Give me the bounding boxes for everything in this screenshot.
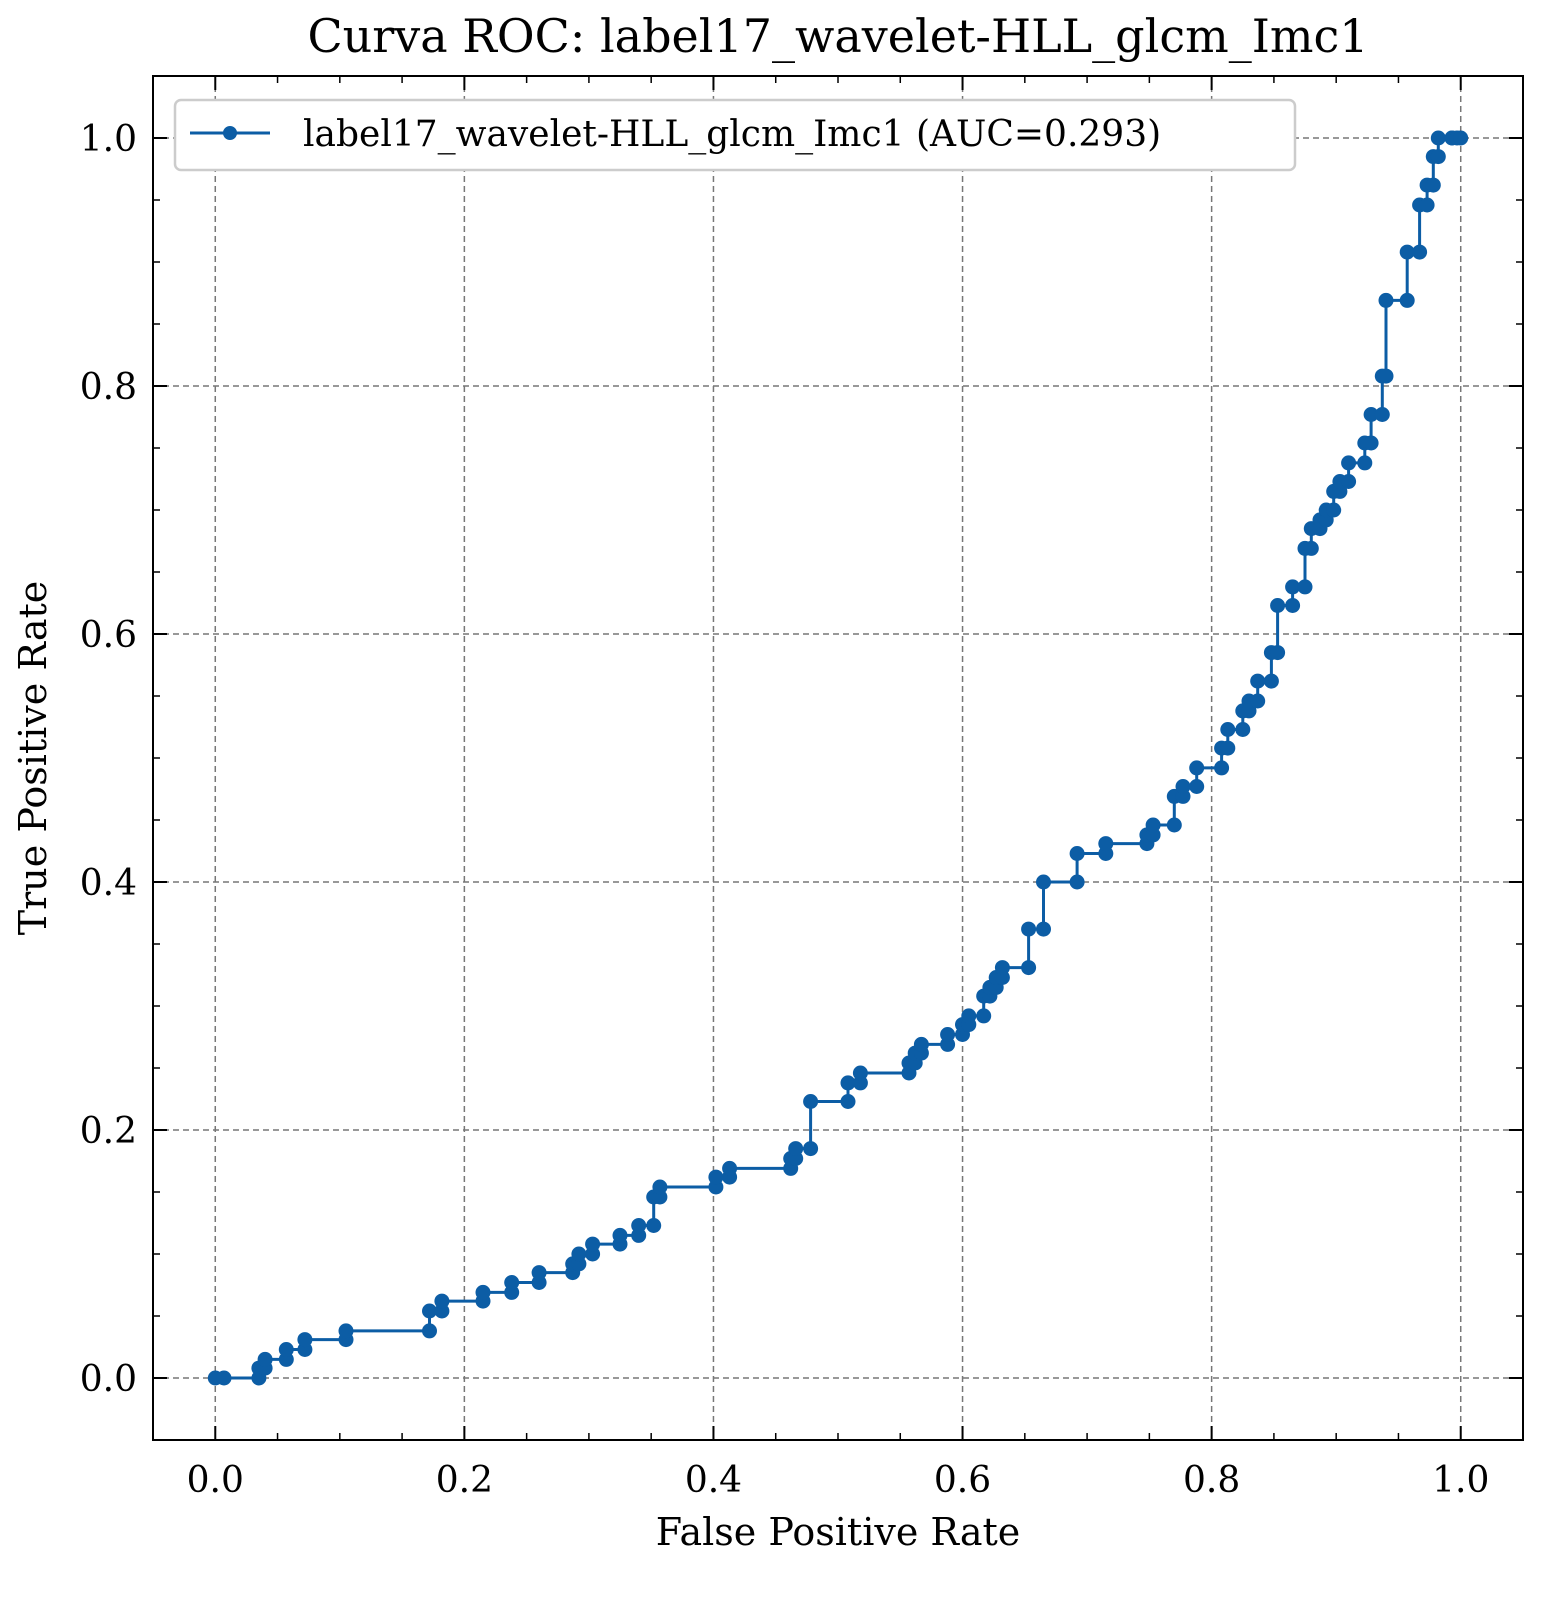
chart-title: Curva ROC: label17_wavelet-HLL_glcm_Imc1 (307, 9, 1368, 63)
roc-point (708, 1169, 724, 1185)
roc-point (1285, 598, 1301, 613)
roc-point (1357, 455, 1373, 471)
roc-point (803, 1141, 819, 1157)
roc-point (1069, 846, 1085, 861)
y-tick-label: 0.0 (80, 1359, 137, 1400)
roc-point (1220, 722, 1236, 737)
roc-point (631, 1218, 647, 1233)
roc-point (1270, 598, 1286, 613)
roc-point (297, 1332, 313, 1348)
roc-point (1430, 149, 1446, 165)
y-tick-label: 0.6 (80, 615, 137, 656)
roc-point (531, 1265, 547, 1281)
x-axis-label: False Positive Rate (656, 1510, 1021, 1554)
roc-point (1341, 455, 1357, 471)
x-tick-label: 0.2 (436, 1460, 493, 1501)
roc-point (1069, 874, 1085, 890)
roc-point (803, 1094, 819, 1109)
roc-point (1189, 760, 1205, 776)
roc-point (422, 1323, 437, 1339)
roc-point (646, 1218, 662, 1233)
roc-point (1220, 740, 1236, 756)
roc-point (278, 1342, 294, 1357)
x-tick-label: 0.4 (685, 1460, 742, 1501)
roc-point (1235, 722, 1251, 737)
roc-point (1453, 130, 1469, 146)
roc-point (1363, 435, 1379, 451)
roc-point (422, 1303, 437, 1319)
roc-point (1378, 292, 1394, 308)
roc-point (840, 1094, 856, 1109)
y-tick-label: 0.4 (80, 863, 137, 904)
roc-point (475, 1284, 491, 1300)
roc-point (1285, 579, 1301, 595)
roc-point (1326, 502, 1342, 518)
roc-point (976, 1008, 992, 1024)
roc-point (434, 1293, 450, 1309)
roc-point (1419, 197, 1435, 213)
legend-box (173, 98, 1297, 172)
y-tick-label: 0.8 (80, 367, 137, 408)
y-axis-label: True Positive Rate (11, 581, 55, 935)
roc-point (585, 1236, 601, 1252)
roc-point (652, 1179, 668, 1195)
roc-point (1303, 540, 1319, 556)
roc-point (1214, 760, 1230, 776)
roc-point (1297, 579, 1313, 595)
roc-point (1378, 368, 1394, 384)
roc-point (788, 1141, 804, 1157)
roc-point (840, 1075, 856, 1091)
roc-point (1363, 407, 1379, 422)
roc-point (504, 1275, 520, 1290)
x-tick-label: 1.0 (1432, 1460, 1489, 1501)
roc-point (1270, 645, 1286, 661)
roc-point (722, 1160, 738, 1176)
x-tick-label: 0.0 (187, 1460, 244, 1501)
roc-point (961, 1008, 977, 1024)
roc-point (994, 960, 1010, 976)
roc-point (338, 1323, 354, 1339)
x-tick-label: 0.6 (934, 1460, 991, 1501)
roc-point (1189, 779, 1205, 794)
roc-point (852, 1065, 868, 1081)
roc-point (1166, 817, 1182, 833)
series-layer (207, 130, 1469, 1386)
x-tick-label: 0.8 (1183, 1460, 1240, 1501)
roc-point (1425, 177, 1441, 193)
roc-point (1021, 960, 1037, 976)
roc-point (913, 1036, 929, 1052)
axis-ticks: 0.0 0.2 0.4 0.6 0.8 1.0 0.0 0.2 0.4 0.6 0.8 1.0 (80, 76, 1523, 1501)
legend: label17_wavelet-HLL_glcm_Imc1 (AUC=0.293… (173, 98, 1297, 172)
y-tick-label: 1.0 (80, 119, 137, 160)
roc-point (1036, 874, 1051, 890)
y-tick-label: 0.2 (80, 1111, 137, 1152)
roc-point (571, 1246, 587, 1262)
roc-point (612, 1227, 628, 1243)
roc-point (1021, 921, 1037, 937)
roc-point (1263, 673, 1279, 689)
roc-point (1399, 244, 1415, 260)
roc-point (1250, 693, 1266, 709)
roc-point (1412, 244, 1428, 260)
legend-entry: label17_wavelet-HLL_glcm_Imc1 (AUC=0.293… (303, 114, 1161, 155)
roc-point (940, 1027, 956, 1042)
roc-point (1145, 817, 1161, 833)
roc-point (1250, 673, 1266, 689)
roc-point (1036, 921, 1051, 937)
roc-point (1098, 836, 1114, 852)
roc-point (1341, 474, 1357, 489)
roc-point (1374, 407, 1390, 422)
legend-marker (223, 126, 237, 140)
roc-point (1399, 292, 1415, 308)
roc-point (1430, 130, 1446, 146)
roc-point (257, 1351, 273, 1367)
roc-point (216, 1370, 232, 1386)
roc-point (1175, 779, 1191, 794)
